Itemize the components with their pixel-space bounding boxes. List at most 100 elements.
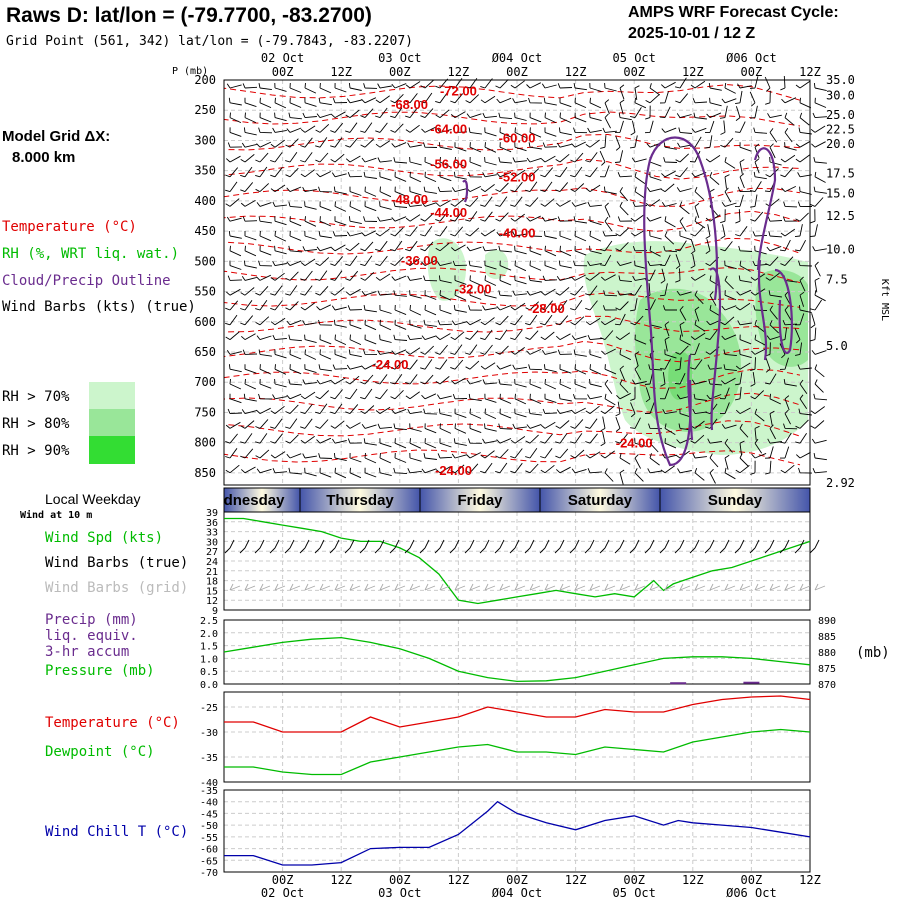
wind-barb-true [404,539,415,554]
wind-barb-true [734,539,745,554]
wind-barb [393,467,408,475]
wind-barb [349,452,362,463]
wind-barb [663,142,677,150]
wind-barb [529,260,542,271]
wind-barb [226,216,242,222]
wind-barb [630,213,645,222]
wind-barb [379,319,392,331]
wind-barb [812,468,827,474]
wind-barb [225,300,239,311]
wind-barb [435,109,450,118]
wind-barb [436,261,452,267]
wind-barb [480,184,495,192]
wind-barb [272,394,287,400]
wind-barb [604,393,616,406]
wind-barb [634,468,644,482]
wind-barb [229,112,242,124]
wind-barb [780,464,795,474]
wind-barb [420,374,434,385]
wind-barb [349,186,362,196]
wind-barb [570,285,584,296]
wind-barb-true [539,539,550,554]
wind-barb [469,142,482,153]
wind-barb [409,438,422,449]
wind-barb [454,156,467,168]
wind-barb [240,154,255,163]
cloud-outline [753,147,777,271]
wind-barb [660,81,676,89]
wind-barb [589,230,602,242]
wind-barb [735,386,742,401]
wind-barb [244,231,257,241]
wind-barb [558,393,572,402]
wind-barb [794,328,801,344]
wind-barb [724,156,736,169]
wind-barb [394,186,407,197]
wind-barb [465,344,478,355]
wind-barb [660,268,666,284]
wind-barb [585,152,598,163]
wind-barb [556,275,572,281]
wind-barb [226,83,242,89]
weekday-bar: dnesday Thursday Friday Saturday Sunday [223,487,811,513]
pressure-unit: (mb) [856,645,890,661]
wind-barb [286,453,302,459]
wind-barb [510,181,523,193]
wind-barb-grid [529,583,541,591]
wind-barb-true [749,539,760,554]
wind-barb [405,214,421,222]
wind-barb [286,260,302,267]
wind-barb [810,125,826,133]
wind-barb [618,112,632,121]
wind-barb [229,393,242,404]
wind-barb [765,272,780,281]
wind-barb [270,139,285,148]
wind-barb [499,408,512,419]
wind-barb [664,438,677,449]
wind-barb [735,209,741,224]
wind-barb [435,226,448,237]
wind-barb [272,334,287,341]
wind-barb [739,349,752,359]
height-tick-11: 2.92 [826,476,855,490]
wind-barb [315,123,330,133]
wind-barb [647,468,662,474]
wind-barb [573,349,587,357]
wind-barb [749,76,759,89]
panel-ytick-4: 21 [206,567,218,578]
wind-barb [632,275,647,281]
wind-barb [528,275,542,283]
wind-barb [765,198,780,207]
wind-barb [304,364,317,374]
wind-barb [571,202,587,207]
wind-barb [574,378,587,389]
wind-barb [784,395,790,411]
precip-pressure-panel: 0.0 0.5 1.01.5 2.0 2.5 870 875 880 885 890 [200,616,836,691]
cloud-outline [757,259,768,361]
wind-barb [659,283,668,297]
wind-barb [363,216,378,222]
wind-barb [332,364,348,370]
wind-barb [319,201,332,212]
wind-barb [679,321,685,337]
wind-barb [754,438,763,454]
wind-barb [602,127,617,133]
wind-barb [678,127,693,134]
wind-barb [454,142,467,152]
wind-barb [424,304,437,316]
pressure-tick-200: 200 [194,73,216,87]
wind-barb [589,216,602,226]
wind-barb [557,216,573,222]
wind-barb [302,186,317,193]
wind-barb [693,393,707,401]
wind-barb [587,127,602,133]
wind-barb-grid [484,583,496,591]
wind-barb [450,211,463,222]
bottom-hour-4: 00Z [506,873,528,887]
wind-barb [438,275,452,284]
wind-barb [559,231,572,241]
wind-barb [285,167,299,178]
wind-barb [544,245,557,257]
wind-barb [450,464,465,474]
wind-barb [289,97,302,108]
